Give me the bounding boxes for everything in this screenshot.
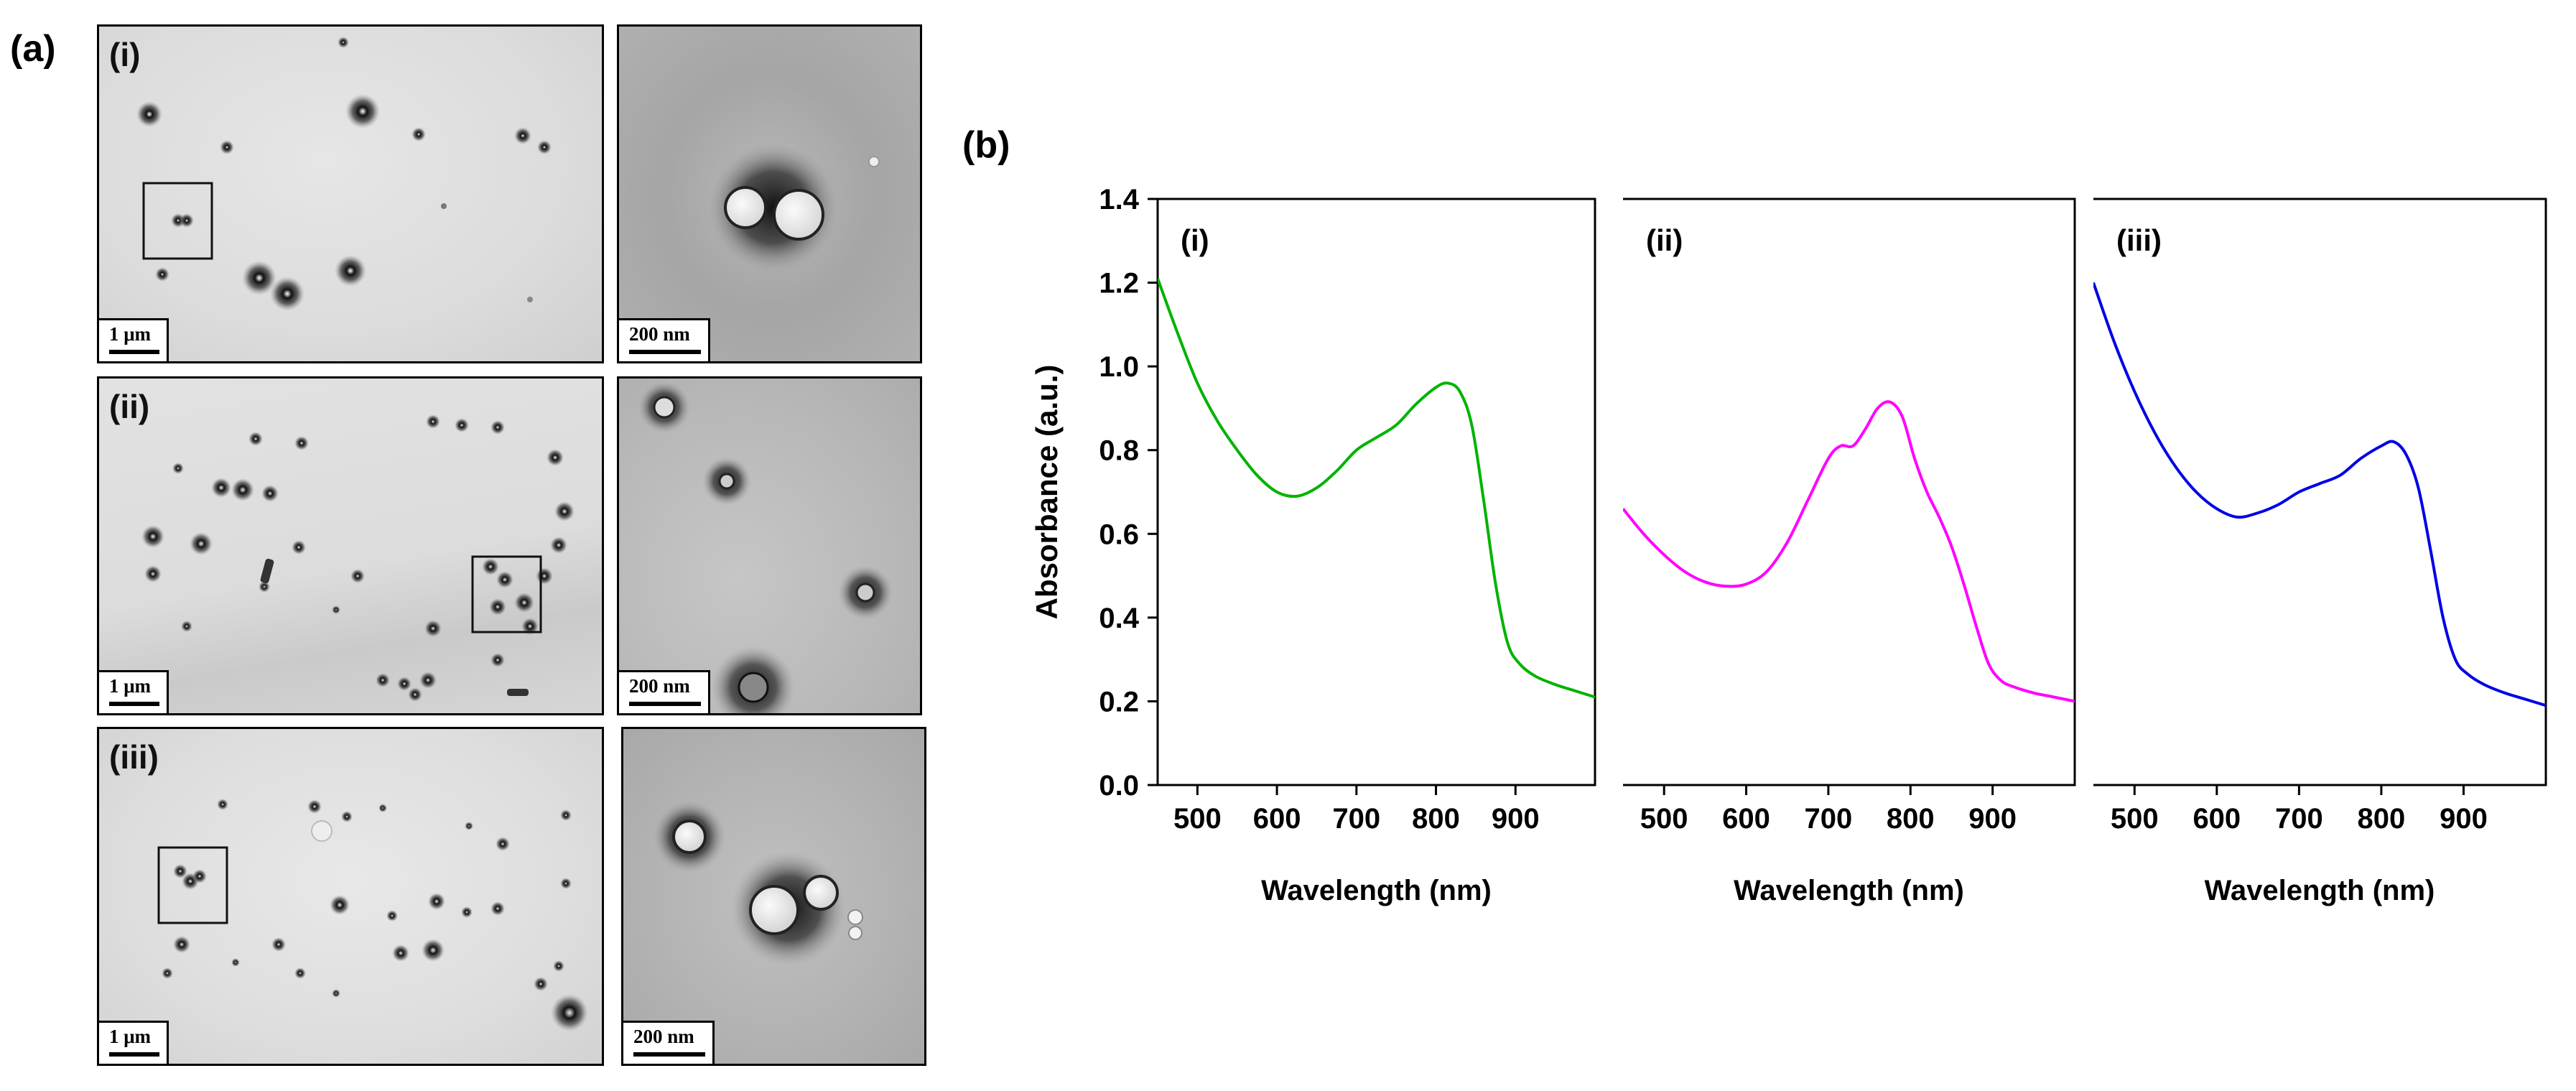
tem-zoom-particles-iii — [654, 801, 863, 966]
scale-bar-line — [633, 1052, 705, 1057]
tem-particles-iii — [157, 799, 588, 1031]
tem-particles-ii — [141, 414, 575, 702]
tem-zoom-particles-i — [709, 143, 880, 272]
tem-label-iii: (iii) — [109, 738, 159, 776]
scale-text: 1 μm — [109, 323, 152, 345]
scale-bar-line — [109, 350, 159, 354]
scale-bar-line — [629, 350, 701, 354]
x-tick-label: 600 — [2193, 803, 2241, 835]
x-axis-label: Wavelength (nm) — [1734, 875, 1964, 906]
scale-bar-line — [629, 702, 701, 706]
panel-b-letter: (b) — [962, 124, 1010, 166]
panel-a-letter: (a) — [10, 28, 56, 70]
x-tick-label: 800 — [1887, 803, 1935, 835]
scale-bar-line — [109, 1052, 159, 1057]
x-tick-label: 900 — [2440, 803, 2488, 835]
y-tick-label: 0.0 — [1099, 770, 1139, 802]
scale-text: 1 μm — [109, 675, 152, 697]
chart-2: 500 600 700 800 900 Wavelength (nm) (ii) — [1623, 198, 2076, 906]
y-tick-label: 1.0 — [1099, 351, 1139, 383]
scalebar-zoom-ii: 200 nm — [619, 670, 710, 713]
tem-particles-i — [136, 37, 552, 311]
tem-zoom-i: 200 nm — [617, 24, 922, 363]
x-axis-label: Wavelength (nm) — [1261, 875, 1492, 906]
scalebar-overview-i: 1 μm — [99, 318, 169, 361]
x-tick-label: 600 — [1722, 803, 1770, 835]
series-line — [1158, 278, 1595, 699]
tem-overview-ii: (ii) 1 μm — [97, 376, 604, 715]
x-tick-label: 900 — [1968, 803, 2017, 835]
tem-label-i: (i) — [109, 36, 141, 73]
x-tick-label: 500 — [2111, 803, 2159, 835]
y-tick-label: 1.4 — [1099, 184, 1139, 215]
y-axis-label: Absorbance (a.u.) — [1030, 365, 1064, 620]
x-tick-label: 500 — [1173, 803, 1222, 835]
x-tick-label: 700 — [1805, 803, 1853, 835]
plot-frame — [2093, 198, 2547, 786]
x-tick-label: 700 — [1332, 803, 1380, 835]
x-tick-label: 800 — [2358, 803, 2406, 835]
tem-zoom-ii: 200 nm — [617, 376, 922, 715]
x-tick-label: 600 — [1253, 803, 1301, 835]
series-line — [2093, 282, 2546, 707]
x-tick-label: 900 — [1492, 803, 1540, 835]
chart-title: (ii) — [1646, 223, 1683, 257]
scalebar-zoom-iii: 200 nm — [623, 1021, 715, 1064]
scale-bar-line — [109, 702, 159, 706]
chart-3: 500 600 700 800 900 Wavelength (nm) (iii) — [2093, 198, 2547, 906]
chart-1: 500 600 700 800 900 0.0 0.2 0.4 0.6 0.8 1.0 1.2 1.4 A… — [1030, 184, 1596, 906]
y-tick-label: 0.4 — [1099, 603, 1139, 634]
x-tick-label: 500 — [1640, 803, 1688, 835]
x-tick-label: 800 — [1412, 803, 1460, 835]
x-axis-label: Wavelength (nm) — [2205, 875, 2435, 906]
tem-overview-iii: (iii) 1 μm — [97, 727, 604, 1066]
series-line — [1623, 400, 2075, 703]
y-tick-label: 0.2 — [1099, 686, 1139, 718]
chart-title: (i) — [1181, 223, 1209, 257]
x-tick-label: 700 — [2275, 803, 2323, 835]
scalebar-overview-ii: 1 μm — [99, 670, 169, 713]
scalebar-overview-iii: 1 μm — [99, 1021, 169, 1064]
scale-text: 200 nm — [629, 675, 690, 697]
tem-overview-i: (i) 1 μm — [97, 24, 604, 363]
y-tick-label: 1.2 — [1099, 268, 1139, 300]
tem-zoom-particles-ii — [638, 381, 893, 713]
plot-frame — [1156, 198, 1596, 786]
plot-frame — [1623, 198, 2076, 786]
scale-text: 200 nm — [629, 323, 690, 345]
chart-title: (iii) — [2116, 223, 2162, 257]
scalebar-zoom-i: 200 nm — [619, 318, 710, 361]
y-tick-label: 0.6 — [1099, 519, 1139, 550]
y-tick-label: 0.8 — [1099, 435, 1139, 467]
tem-zoom-iii: 200 nm — [621, 727, 926, 1066]
scale-text: 1 μm — [109, 1026, 152, 1047]
scale-text: 200 nm — [633, 1026, 694, 1047]
tem-label-ii: (ii) — [109, 388, 150, 425]
